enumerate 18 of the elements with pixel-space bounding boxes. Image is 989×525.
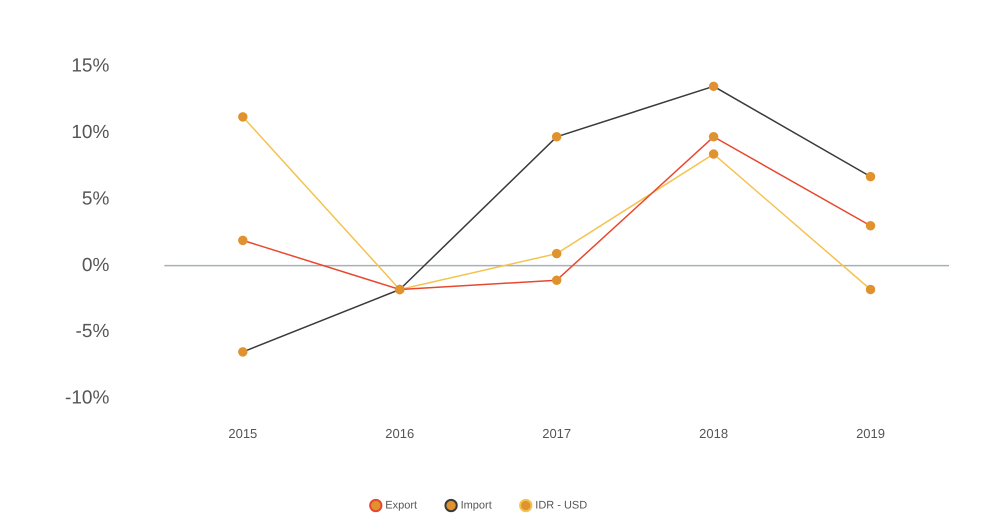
point — [708, 149, 718, 159]
y-tick-label: 0% — [82, 254, 110, 276]
legend-label: Export — [385, 500, 418, 512]
legend-label: IDR - USD — [535, 500, 588, 512]
x-tick-label: 2019 — [856, 426, 885, 441]
x-tick-label: 2016 — [385, 426, 414, 441]
y-tick-label: -10% — [64, 388, 110, 409]
y-tick-label: 10% — [71, 122, 110, 144]
y-tick-label: 5% — [82, 188, 110, 210]
y-tick-label: -5% — [76, 321, 110, 342]
point — [552, 248, 562, 258]
y-tick-label: 15% — [71, 56, 110, 77]
point — [238, 112, 248, 122]
point — [866, 284, 876, 294]
x-tick-label: 2017 — [542, 426, 572, 441]
x-tick-label: 2015 — [228, 426, 258, 441]
x-tick-label: 2018 — [699, 426, 728, 441]
legend-label: Import — [460, 500, 492, 512]
